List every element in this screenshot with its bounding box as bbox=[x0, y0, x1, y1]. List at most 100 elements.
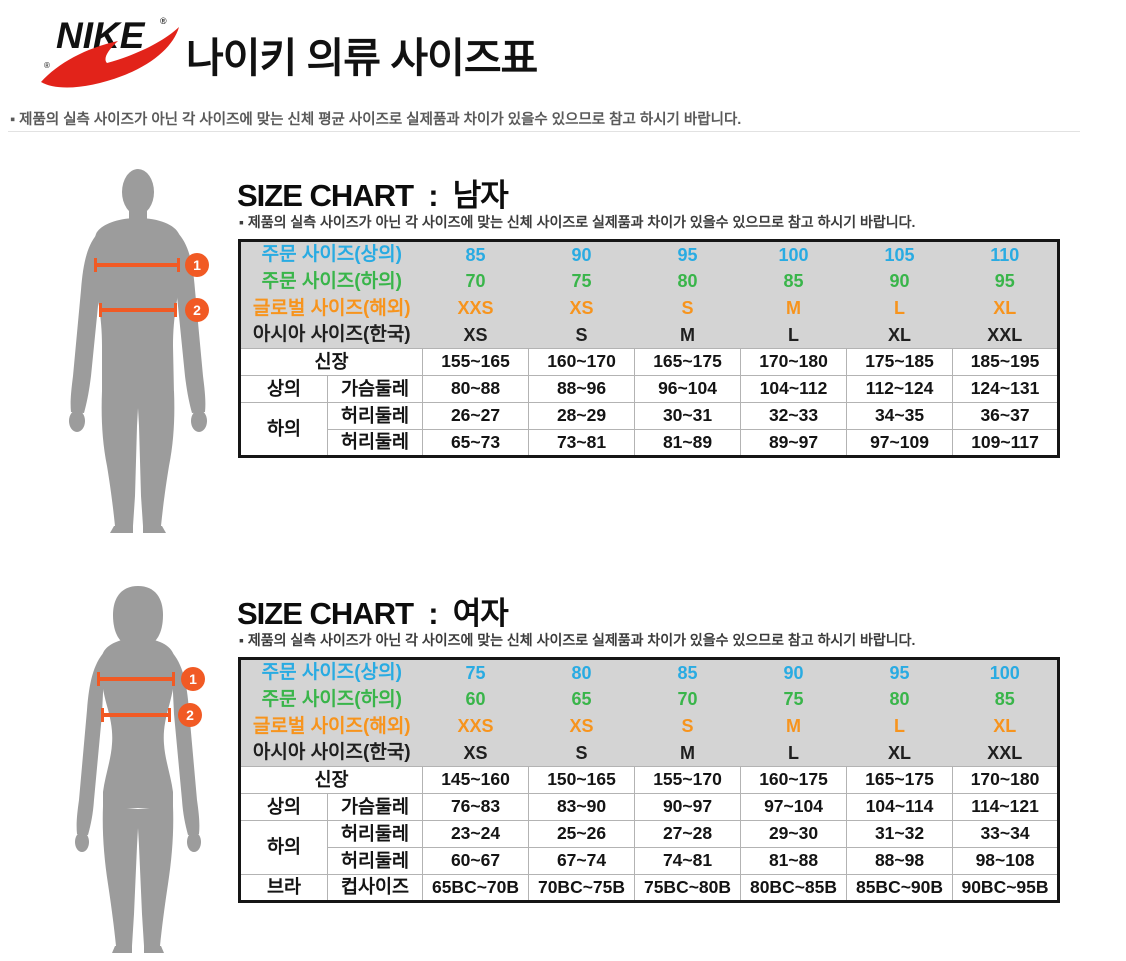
size-table-body-row: 하의 허리둘레 26~27 28~29 30~31 32~33 34~35 36~37 bbox=[239, 402, 1060, 457]
measurement-value: 75BC~80B bbox=[634, 874, 742, 902]
size-table-body-row: 신장 155~165 160~170 165~175 170~180 175~185 185… bbox=[238, 348, 1060, 376]
measurement-value: 155~165 bbox=[422, 348, 530, 376]
size-value: 95 bbox=[952, 267, 1059, 295]
size-value: XXS bbox=[422, 712, 529, 740]
row-label: 허리둘레 bbox=[326, 820, 424, 848]
size-value: 105 bbox=[846, 240, 953, 268]
size-table-header-row: 글로벌 사이즈(해외) XXS XS S M L XL bbox=[239, 294, 1059, 322]
row-label: 가슴둘레 bbox=[326, 375, 424, 403]
measurement-value: 70BC~75B bbox=[528, 874, 636, 902]
measurement-value: 73~81 bbox=[528, 429, 636, 457]
measurement-value: 160~170 bbox=[528, 348, 636, 376]
row-label: 하의 bbox=[239, 820, 328, 875]
size-table-body-row: 브라 컵사이즈 65BC~70B 70BC~75B 75BC~80B 80BC~85B 85… bbox=[239, 874, 1060, 902]
size-value: 90 bbox=[740, 658, 847, 686]
size-value: XXS bbox=[422, 294, 529, 322]
size-table-header-row: 글로벌 사이즈(해외) XXS XS S M L XL bbox=[239, 712, 1059, 740]
size-value: 110 bbox=[952, 240, 1059, 268]
row-label: 글로벌 사이즈(해외) bbox=[239, 712, 423, 740]
size-table-body-row: 허리둘레 60~67 67~74 74~81 81~88 88~98 98~108 bbox=[240, 847, 1060, 875]
size-value: 100 bbox=[740, 240, 847, 268]
measurement-value: 36~37 bbox=[952, 402, 1060, 430]
size-value: 70 bbox=[422, 267, 529, 295]
measurement-value: 80BC~85B bbox=[740, 874, 848, 902]
row-label: 주문 사이즈(하의) bbox=[239, 685, 423, 713]
size-value: XS bbox=[528, 712, 635, 740]
size-table-header-row: 주문 사이즈(하의) 70 75 80 85 90 95 bbox=[239, 267, 1059, 295]
measurement-value: 88~98 bbox=[846, 847, 954, 875]
measurement-value: 109~117 bbox=[952, 429, 1060, 457]
measurement-value: 90~97 bbox=[634, 793, 742, 821]
measurement-value: 67~74 bbox=[528, 847, 636, 875]
measurement-value: 145~160 bbox=[422, 766, 530, 794]
measurement-value: 65~73 bbox=[422, 429, 530, 457]
size-value: 85 bbox=[422, 240, 529, 268]
measurement-value: 74~81 bbox=[634, 847, 742, 875]
size-table-women: 주문 사이즈(상의) 75 80 85 90 95 100 주문 사이즈(하의) 60 65 70 7… bbox=[238, 657, 1061, 903]
section-heading-women: SIZE CHART : 여자 bbox=[237, 596, 509, 631]
chest-marker-number: 1 bbox=[193, 257, 201, 273]
female-body-figure: 1 2 bbox=[46, 584, 230, 956]
registered-mark-icon: ® bbox=[44, 61, 50, 70]
measurement-value: 160~175 bbox=[740, 766, 848, 794]
measurement-value: 29~30 bbox=[740, 820, 848, 848]
chest-measure-arrow bbox=[97, 667, 205, 691]
size-value: 95 bbox=[846, 658, 953, 686]
measurement-value: 83~90 bbox=[528, 793, 636, 821]
size-value: L bbox=[740, 739, 847, 767]
size-value: 90 bbox=[846, 267, 953, 295]
size-value: L bbox=[740, 321, 847, 349]
row-label: 가슴둘레 bbox=[326, 793, 424, 821]
chest-measure-arrow bbox=[94, 253, 209, 277]
size-value: 70 bbox=[634, 685, 741, 713]
size-table-header-row: 주문 사이즈(하의) 60 65 70 75 80 85 bbox=[239, 685, 1059, 713]
measurement-value: 80~88 bbox=[422, 375, 530, 403]
size-table-body-row: 신장 145~160 150~165 155~170 160~175 165~175 170… bbox=[238, 766, 1060, 794]
size-value: S bbox=[634, 294, 741, 322]
row-label: 하의 bbox=[239, 402, 328, 457]
size-value: XL bbox=[846, 739, 953, 767]
row-label: 아시아 사이즈(한국) bbox=[239, 321, 423, 349]
registered-mark-icon: ® bbox=[160, 16, 167, 26]
size-table-header-row: 주문 사이즈(상의) 85 90 95 100 105 110 bbox=[239, 240, 1059, 268]
row-label: 신장 bbox=[238, 348, 424, 376]
measurement-value: 27~28 bbox=[634, 820, 742, 848]
size-value: 60 bbox=[422, 685, 529, 713]
size-value: XS bbox=[422, 321, 529, 349]
size-value: 95 bbox=[634, 240, 741, 268]
size-chart-section-men: 1 2 SIZE CHART : 남자 ▪ 제품의 실측 사이즈가 아닌 각 사… bbox=[0, 160, 1126, 560]
size-table-body-row: 하의 허리둘레 23~24 25~26 27~28 29~30 31~32 33~34 bbox=[239, 820, 1060, 875]
size-value: S bbox=[634, 712, 741, 740]
row-label: 상의 bbox=[239, 793, 328, 821]
measurement-value: 88~96 bbox=[528, 375, 636, 403]
row-label: 허리둘레 bbox=[326, 429, 424, 457]
male-silhouette: 1 2 bbox=[69, 169, 209, 533]
size-value: 85 bbox=[952, 685, 1059, 713]
size-value: 80 bbox=[528, 658, 635, 686]
row-label: 주문 사이즈(하의) bbox=[239, 267, 423, 295]
measurement-value: 112~124 bbox=[846, 375, 954, 403]
size-value: XXL bbox=[952, 739, 1059, 767]
female-silhouette: 1 2 bbox=[75, 586, 205, 953]
measurement-value: 23~24 bbox=[422, 820, 530, 848]
nike-logo: NIKE ® ® bbox=[36, 8, 184, 100]
size-table-body-row: 허리둘레 65~73 73~81 81~89 89~97 97~109 109~117 bbox=[240, 429, 1060, 457]
measurement-value: 60~67 bbox=[422, 847, 530, 875]
size-value: S bbox=[528, 739, 635, 767]
size-table-body-row: 상의 가슴둘레 76~83 83~90 90~97 97~104 104~114 114~12… bbox=[239, 793, 1060, 821]
section-disclaimer-women: ▪ 제품의 실측 사이즈가 아닌 각 사이즈에 맞는 신체 사이즈로 실제품과 … bbox=[239, 632, 916, 648]
waist-marker-number: 2 bbox=[193, 302, 201, 318]
size-value: L bbox=[846, 712, 953, 740]
size-value: S bbox=[528, 321, 635, 349]
measurement-value: 98~108 bbox=[952, 847, 1060, 875]
measurement-value: 85BC~90B bbox=[846, 874, 954, 902]
size-value: M bbox=[634, 321, 741, 349]
size-value: M bbox=[634, 739, 741, 767]
size-value: 75 bbox=[528, 267, 635, 295]
measurement-value: 34~35 bbox=[846, 402, 954, 430]
measurement-value: 170~180 bbox=[740, 348, 848, 376]
row-label: 컵사이즈 bbox=[326, 874, 424, 902]
measurement-value: 30~31 bbox=[634, 402, 742, 430]
row-label: 허리둘레 bbox=[326, 847, 424, 875]
